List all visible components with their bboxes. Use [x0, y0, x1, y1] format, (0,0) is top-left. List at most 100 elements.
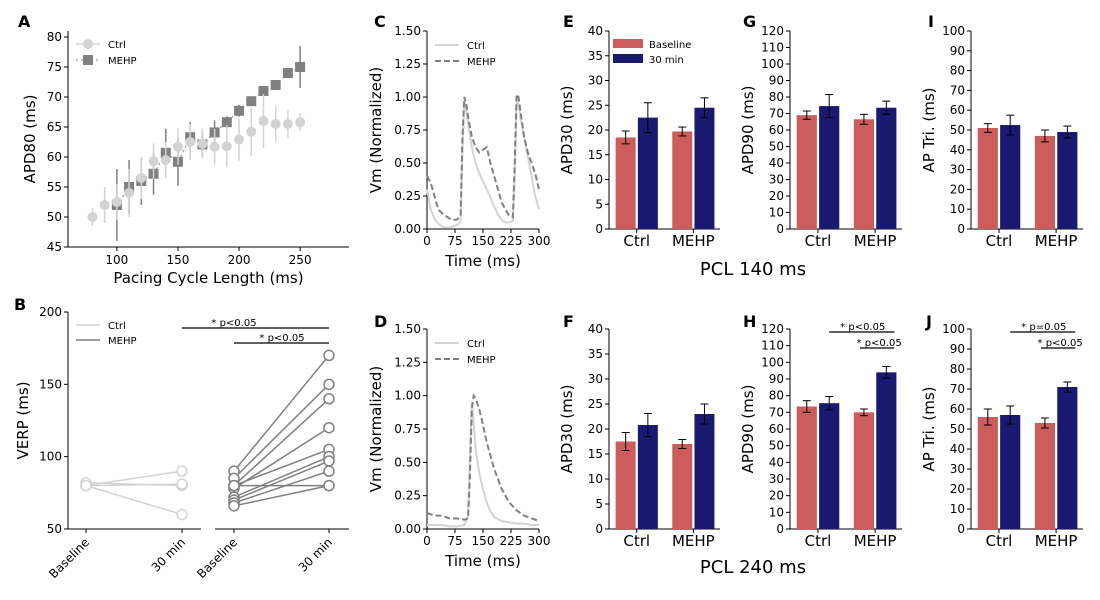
E-legend-swatch	[613, 54, 643, 63]
D-x-tick-label: 75	[447, 534, 462, 548]
G-y-tick-label: 120	[761, 24, 784, 38]
G-y-tick-label: 20	[769, 189, 784, 203]
H-y-tick-label: 20	[769, 489, 784, 503]
C-legend-mehp-label: MEHP	[467, 57, 496, 68]
H-y-tick-label: 40	[769, 455, 784, 469]
H-sig-label: * p<0.05	[840, 322, 885, 333]
E-y-tick-label: 15	[588, 148, 603, 162]
A-x-tick-label: 250	[289, 253, 312, 267]
B-y-tick-label: 100	[39, 450, 62, 464]
C-x-tick-label: 300	[528, 234, 551, 248]
C-x-tick-label: 75	[447, 234, 462, 248]
A-ctrl-point	[124, 188, 135, 198]
F-x-tick-label: MEHP	[672, 532, 715, 550]
A-y-tick-label: 75	[47, 60, 62, 74]
H-y-tick-label: 0	[776, 522, 784, 536]
D-y-tick-label: 1.50	[394, 322, 421, 336]
row-title-top: PCL 140 ms	[700, 259, 806, 280]
I-y-tick-label: 10	[950, 202, 965, 216]
E-y-tick-label: 10	[588, 173, 603, 187]
J-y-tick-label: 30	[950, 462, 965, 476]
H-bar-baseline	[796, 406, 817, 529]
D-y-tick-label: 1.25	[394, 355, 421, 369]
B-y-tick-label: 50	[47, 522, 62, 536]
G-y-tick-label: 70	[769, 107, 784, 121]
G-y-tick-label: 90	[769, 74, 784, 88]
G-y-tick-label: 10	[769, 206, 784, 220]
H-sig-label: * p<0.05	[857, 338, 902, 349]
B-ctrl-baseline-point	[80, 479, 92, 492]
A-ctrl-point	[148, 156, 159, 167]
C-ylabel: Vm (Normalized)	[367, 67, 385, 193]
A-y-tick-label: 50	[47, 210, 62, 224]
D-ctrl-trace	[427, 402, 539, 528]
C-y-tick-label: 0.25	[394, 189, 421, 203]
B-mehp-pair-line	[233, 383, 330, 479]
C-y-tick-label: 1.00	[394, 90, 421, 104]
A-y-tick-label: 45	[47, 240, 62, 254]
panel-letter-J: J	[925, 312, 932, 331]
panel-letter-B: B	[14, 295, 26, 314]
A-ylabel: APD80 (ms)	[21, 95, 39, 184]
B-mehp-pair-line	[233, 460, 330, 501]
I-y-tick-label: 70	[950, 83, 965, 97]
H-y-tick-label: 80	[769, 389, 784, 403]
F-bar-baseline	[615, 441, 636, 529]
panel-letter-G: G	[743, 12, 756, 31]
A-ctrl-point	[209, 141, 220, 152]
J-bar-baseline	[977, 417, 998, 529]
F-y-tick-label: 20	[588, 422, 603, 436]
C-y-tick-label: 0.75	[394, 123, 421, 137]
F-y-tick-label: 0	[595, 522, 603, 536]
E-x-tick-label: Ctrl	[623, 232, 650, 250]
J-y-tick-label: 0	[957, 522, 965, 536]
G-ylabel: APD90 (ms)	[739, 86, 757, 175]
A-legend-mehp-marker	[83, 55, 93, 65]
B-sig-label: * p<0.05	[211, 318, 256, 329]
C-xlabel: Time (ms)	[444, 252, 521, 270]
I-bar-baseline	[1034, 135, 1055, 229]
E-y-tick-label: 25	[588, 98, 603, 112]
J-y-tick-label: 80	[950, 362, 965, 376]
G-x-tick-label: Ctrl	[805, 232, 832, 250]
A-xlabel: Pacing Cycle Length (ms)	[113, 269, 303, 287]
B-ctrl-pair-line	[85, 483, 183, 487]
C-legend-ctrl-label: Ctrl	[467, 41, 485, 52]
A-ctrl-point	[111, 197, 122, 207]
B-mehp-baseline-point	[228, 500, 240, 512]
H-x-tick-label: Ctrl	[805, 532, 832, 550]
J-y-tick-label: 70	[950, 382, 965, 396]
E-bar-30-min	[637, 117, 658, 229]
J-x-tick-label: MEHP	[1035, 532, 1078, 550]
C-x-tick-label: 150	[472, 234, 495, 248]
F-x-tick-label: Ctrl	[623, 532, 650, 550]
J-y-tick-label: 50	[950, 422, 965, 436]
A-ctrl-point	[87, 212, 98, 222]
I-x-tick-label: Ctrl	[986, 232, 1013, 250]
H-y-tick-label: 10	[769, 505, 784, 519]
I-y-tick-label: 60	[950, 103, 965, 117]
J-bar-baseline	[1034, 423, 1055, 529]
F-y-tick-label: 30	[588, 372, 603, 386]
B-legend-mehp-label: MEHP	[108, 336, 137, 347]
C-y-tick-label: 1.25	[394, 57, 421, 71]
E-legend-label: 30 min	[649, 55, 684, 66]
A-ctrl-point	[221, 141, 232, 152]
I-bar-30-min	[1057, 131, 1078, 229]
A-ctrl-point	[270, 119, 281, 129]
J-bar-30-min	[1057, 387, 1078, 529]
B-ctrl-pair-line	[85, 484, 183, 516]
E-ylabel: APD30 (ms)	[558, 86, 576, 175]
J-y-tick-label: 60	[950, 402, 965, 416]
A-mehp-point	[234, 105, 245, 116]
C-y-tick-label: 0.00	[394, 222, 421, 236]
D-y-tick-label: 0.50	[394, 455, 421, 469]
H-y-tick-label: 110	[761, 339, 784, 353]
panel-letter-C: C	[374, 12, 386, 31]
D-mehp-trace	[426, 393, 540, 522]
G-bar-baseline	[853, 119, 874, 229]
A-y-tick-label: 80	[47, 30, 62, 44]
E-y-tick-label: 35	[588, 49, 603, 63]
J-sig-label: * p<0.05	[1038, 338, 1083, 349]
F-bar-30-min	[637, 425, 658, 529]
